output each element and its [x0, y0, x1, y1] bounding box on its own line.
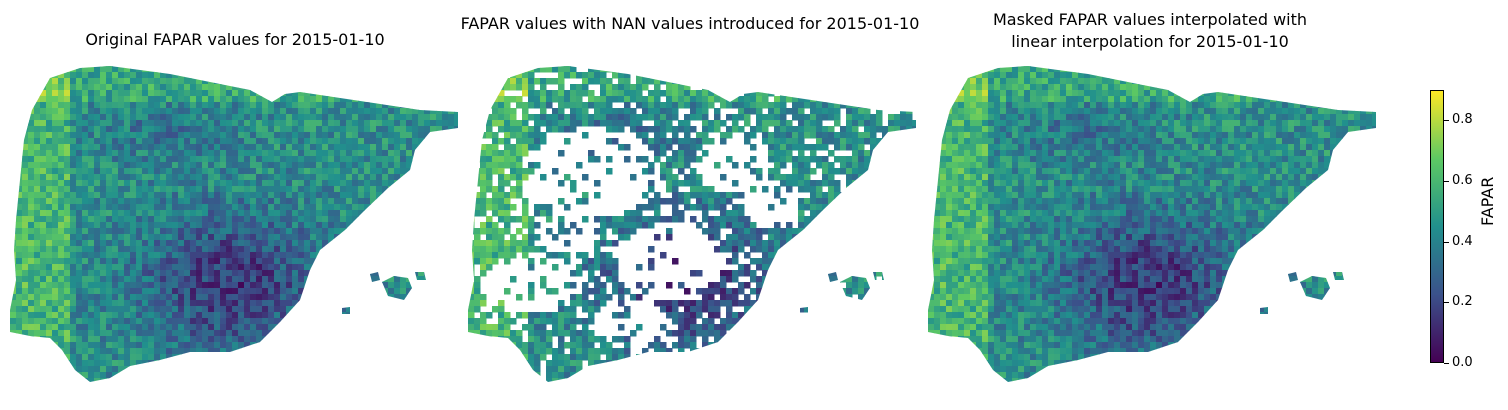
colorbar-tick-label: 0.6 [1452, 173, 1473, 188]
colorbar-tick [1444, 120, 1449, 122]
colorbar-tick [1444, 181, 1449, 182]
colorbar-tick-label: 0.8 [1452, 112, 1473, 128]
panel-2-title: FAPAR values with NAN values introduced … [460, 14, 920, 33]
map-panel-1 [10, 66, 458, 382]
fapar-raster [928, 66, 1376, 382]
colorbar-tick-label: 0.0 [1452, 355, 1473, 370]
colorbar-tick [1444, 363, 1449, 364]
colorbar-tick [1444, 302, 1449, 304]
colorbar-tick-label: 0.4 [1452, 233, 1473, 249]
colorbar [1430, 90, 1444, 363]
map-panel-2 [468, 66, 916, 382]
colorbar-tick-label: 0.2 [1452, 294, 1473, 310]
panel-1-title: Original FAPAR values for 2015-01-10 [85, 30, 385, 49]
panel-3-title: Masked FAPAR values interpolated with li… [992, 10, 1308, 51]
fapar-raster [10, 66, 458, 382]
colorbar-tick [1444, 241, 1449, 243]
fapar-raster [468, 66, 916, 382]
colorbar-label: FAPAR [1478, 176, 1497, 226]
map-panel-3 [928, 66, 1376, 382]
